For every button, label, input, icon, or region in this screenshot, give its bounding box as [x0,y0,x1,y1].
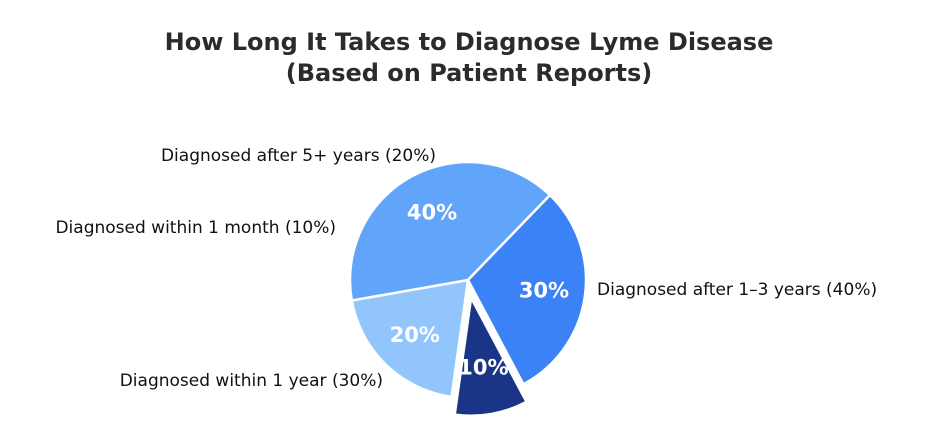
pie-slice-30pct [466,193,588,386]
slice-percent-label: 30% [519,279,569,303]
slice-category-label: Diagnosed within 1 month (10%) [55,218,336,238]
pie-slice-20pct [350,278,470,399]
pie-slice-10pct [453,296,528,417]
slice-percent-label: 40% [407,200,457,224]
pie-slices: 10% 20% 40% 30% [348,160,588,417]
chart-subtitle: (Based on Patient Reports) [286,59,653,87]
pie-slice-40pct [348,160,552,302]
pie-labels: Diagnosed within 1 month (10%) Diagnosed … [55,146,877,391]
slice-category-label: Diagnosed within 1 year (30%) [120,371,383,391]
chart-title: How Long It Takes to Diagnose Lyme Disea… [165,28,774,56]
slice-category-label: Diagnosed after 5+ years (20%) [161,146,436,166]
slice-percent-label: 10% [458,355,508,379]
slice-category-label: Diagnosed after 1–3 years (40%) [597,280,877,300]
slice-percent-label: 20% [390,323,440,347]
